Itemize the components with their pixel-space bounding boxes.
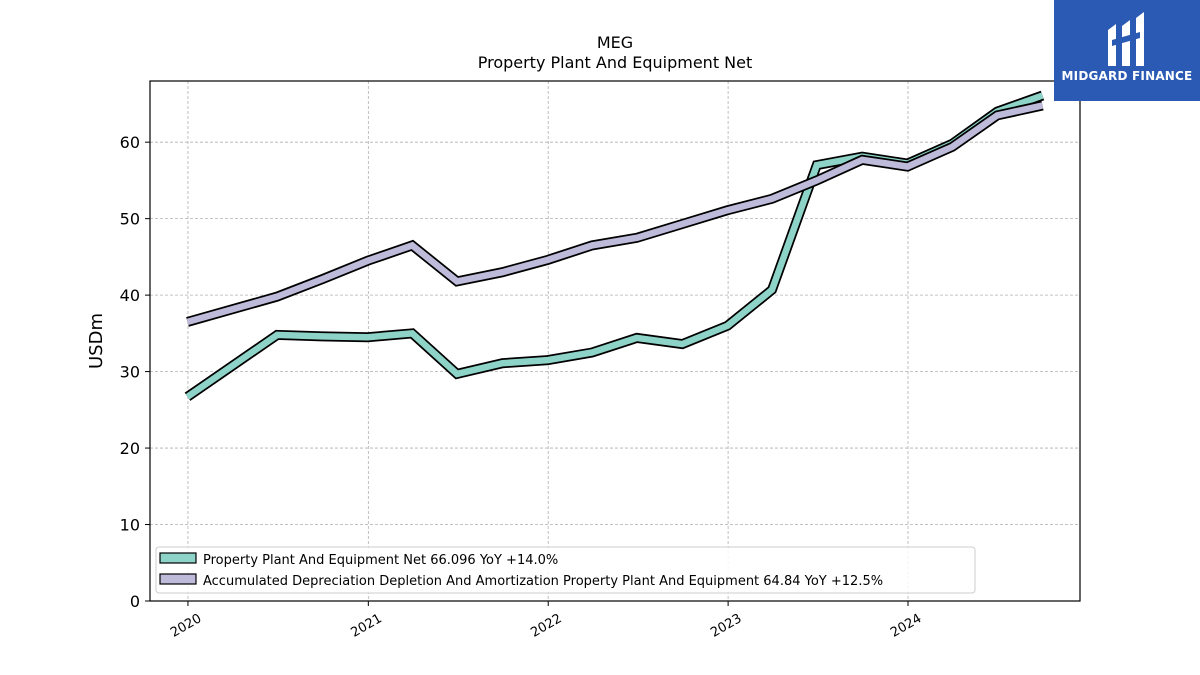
y-axis-label: USDm [86,313,107,369]
legend-swatch-ppe [159,552,197,564]
legend: Property Plant And Equipment Net 66.096 … [155,546,976,594]
legend-swatch-depreciation [159,573,197,585]
x-axis-ticks: 2020 2021 2022 2023 2024 [168,601,924,641]
y-tick-label: 0 [130,592,140,611]
series-layer [184,90,1045,401]
y-axis-ticks: 0 10 20 30 40 50 60 [120,133,150,611]
x-tick-label: 2020 [168,611,204,641]
y-tick-label: 60 [120,133,140,152]
chart-title: MEG [597,33,633,52]
y-tick-label: 50 [120,210,140,229]
x-tick-label: 2022 [528,611,564,641]
x-tick-label: 2024 [888,611,924,641]
midgard-logo-icon [1108,12,1144,66]
brand-logo: MIDGARD FINANCE [1054,0,1200,101]
legend-label-ppe: Property Plant And Equipment Net 66.096 … [203,553,558,568]
y-tick-label: 10 [120,516,140,535]
y-tick-label: 30 [120,363,140,382]
series-line-outline [186,100,1044,327]
x-tick-label: 2023 [708,611,744,641]
legend-label-depreciation: Accumulated Depreciation Depletion And A… [203,574,883,589]
brand-name: MIDGARD FINANCE [1061,69,1193,83]
series-line [186,102,1044,326]
legend-box [155,546,976,594]
x-tick-label: 2021 [349,611,385,641]
chart-subtitle: Property Plant And Equipment Net [478,53,753,72]
y-tick-label: 40 [120,286,140,305]
plot-frame [149,80,1081,602]
series-1 [186,100,1044,327]
y-tick-label: 20 [120,439,140,458]
